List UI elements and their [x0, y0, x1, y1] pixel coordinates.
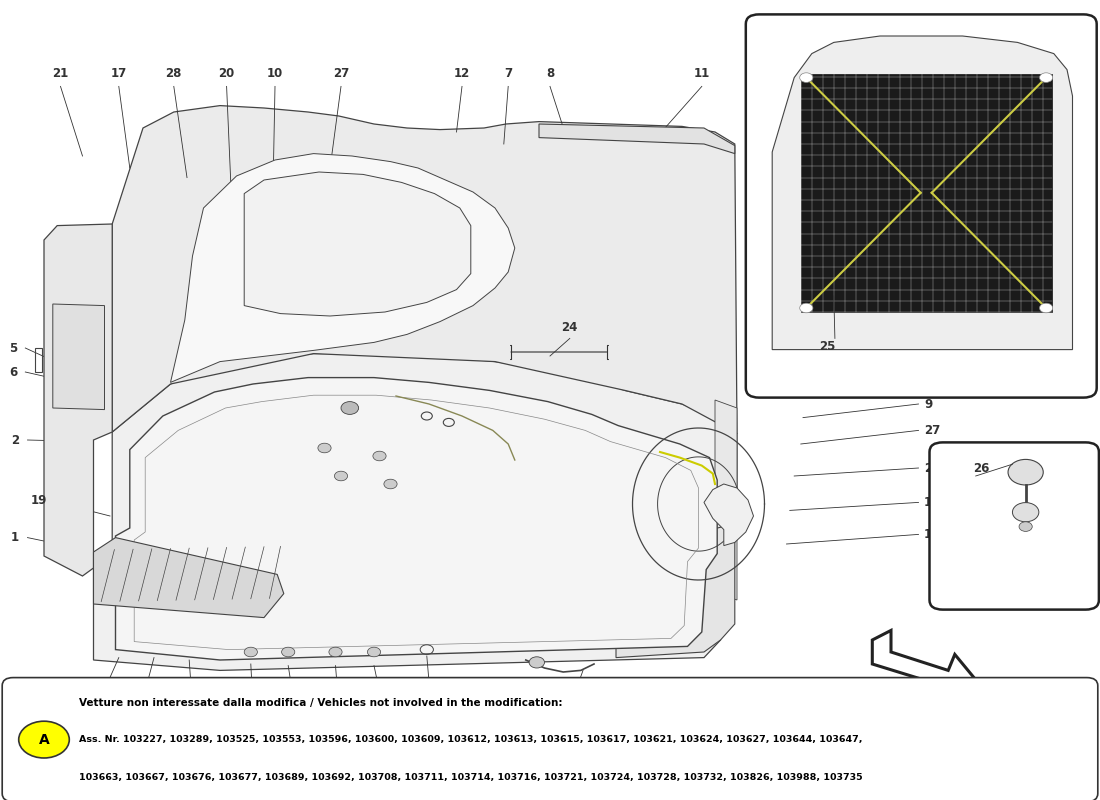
Polygon shape: [244, 172, 471, 316]
FancyBboxPatch shape: [746, 14, 1097, 398]
Polygon shape: [616, 526, 735, 658]
Text: 22: 22: [375, 714, 390, 726]
Circle shape: [329, 647, 342, 657]
Polygon shape: [116, 378, 717, 660]
Circle shape: [1040, 303, 1053, 313]
Text: 23: 23: [245, 714, 261, 726]
Text: 9: 9: [924, 398, 933, 410]
Text: 4: 4: [565, 714, 574, 726]
Text: 3: 3: [565, 740, 574, 753]
Text: 2: 2: [11, 434, 19, 446]
Circle shape: [1040, 73, 1053, 82]
Text: A: A: [39, 733, 50, 746]
Polygon shape: [170, 154, 515, 382]
Text: 18: 18: [185, 714, 200, 726]
Text: 23: 23: [331, 714, 346, 726]
Text: 17: 17: [111, 67, 126, 80]
Polygon shape: [772, 36, 1072, 350]
Polygon shape: [539, 124, 735, 154]
Circle shape: [318, 443, 331, 453]
Text: 10: 10: [267, 67, 283, 80]
Text: 5: 5: [9, 342, 18, 354]
Circle shape: [1019, 522, 1032, 531]
Circle shape: [282, 647, 295, 657]
Text: 7: 7: [504, 67, 513, 80]
Circle shape: [244, 647, 257, 657]
Text: 22: 22: [287, 714, 303, 726]
Polygon shape: [94, 538, 284, 618]
Polygon shape: [872, 630, 981, 696]
Polygon shape: [112, 106, 737, 434]
Circle shape: [1008, 459, 1043, 485]
Polygon shape: [53, 304, 104, 410]
Text: 27: 27: [333, 67, 349, 80]
Text: 11: 11: [694, 67, 710, 80]
Text: 21: 21: [53, 67, 68, 80]
Polygon shape: [94, 354, 737, 670]
Polygon shape: [801, 74, 1052, 312]
Text: 8: 8: [546, 67, 554, 80]
Text: 13: 13: [89, 714, 104, 726]
Text: 24: 24: [424, 714, 439, 726]
Polygon shape: [704, 484, 754, 546]
Circle shape: [800, 73, 813, 82]
Circle shape: [373, 451, 386, 461]
FancyBboxPatch shape: [2, 678, 1098, 800]
Circle shape: [1012, 502, 1038, 522]
Text: 16: 16: [924, 496, 940, 509]
Text: 28: 28: [166, 67, 182, 80]
Text: 26: 26: [974, 462, 989, 474]
Text: 12: 12: [454, 67, 470, 80]
Text: Ass. Nr. 103227, 103289, 103525, 103553, 103596, 103600, 103609, 103612, 103613,: Ass. Nr. 103227, 103289, 103525, 103553,…: [79, 735, 862, 744]
Polygon shape: [715, 400, 737, 600]
Text: passione since 1985: passione since 1985: [166, 378, 494, 550]
Polygon shape: [44, 224, 112, 576]
Text: 25: 25: [820, 340, 835, 353]
Text: 20: 20: [924, 462, 940, 474]
Circle shape: [19, 722, 69, 758]
Text: 6: 6: [9, 366, 18, 378]
FancyBboxPatch shape: [930, 442, 1099, 610]
Text: 27: 27: [924, 424, 940, 437]
Circle shape: [367, 647, 381, 657]
Circle shape: [384, 479, 397, 489]
Text: 19: 19: [31, 494, 47, 506]
Text: Vetture non interessate dalla modifica / Vehicles not involved in the modificati: Vetture non interessate dalla modifica /…: [79, 698, 563, 708]
Text: 24: 24: [562, 322, 578, 334]
Text: 103663, 103667, 103676, 103677, 103689, 103692, 103708, 103711, 103714, 103716, : 103663, 103667, 103676, 103677, 103689, …: [79, 773, 862, 782]
Circle shape: [800, 303, 813, 313]
Text: 14: 14: [133, 714, 148, 726]
Text: 20: 20: [219, 67, 234, 80]
Text: passione since 1985: passione since 1985: [422, 481, 722, 639]
Text: 1: 1: [11, 531, 19, 544]
Circle shape: [341, 402, 359, 414]
Circle shape: [334, 471, 348, 481]
Text: 15: 15: [924, 528, 940, 541]
Circle shape: [529, 657, 544, 668]
